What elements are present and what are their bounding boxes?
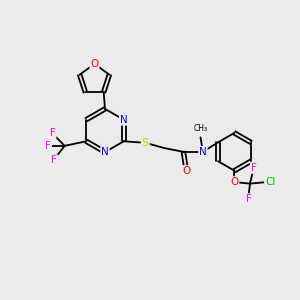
Text: O: O (230, 177, 238, 187)
Text: N: N (120, 115, 128, 125)
Text: F: F (51, 155, 57, 165)
Text: F: F (251, 163, 256, 173)
Text: N: N (199, 147, 207, 157)
Text: N: N (101, 147, 109, 157)
Text: O: O (182, 166, 190, 176)
Text: S: S (142, 138, 149, 148)
Text: F: F (50, 128, 56, 138)
Text: CH₃: CH₃ (194, 124, 208, 133)
Text: F: F (246, 194, 252, 204)
Text: O: O (90, 59, 99, 69)
Text: F: F (45, 141, 51, 151)
Text: Cl: Cl (265, 177, 275, 187)
